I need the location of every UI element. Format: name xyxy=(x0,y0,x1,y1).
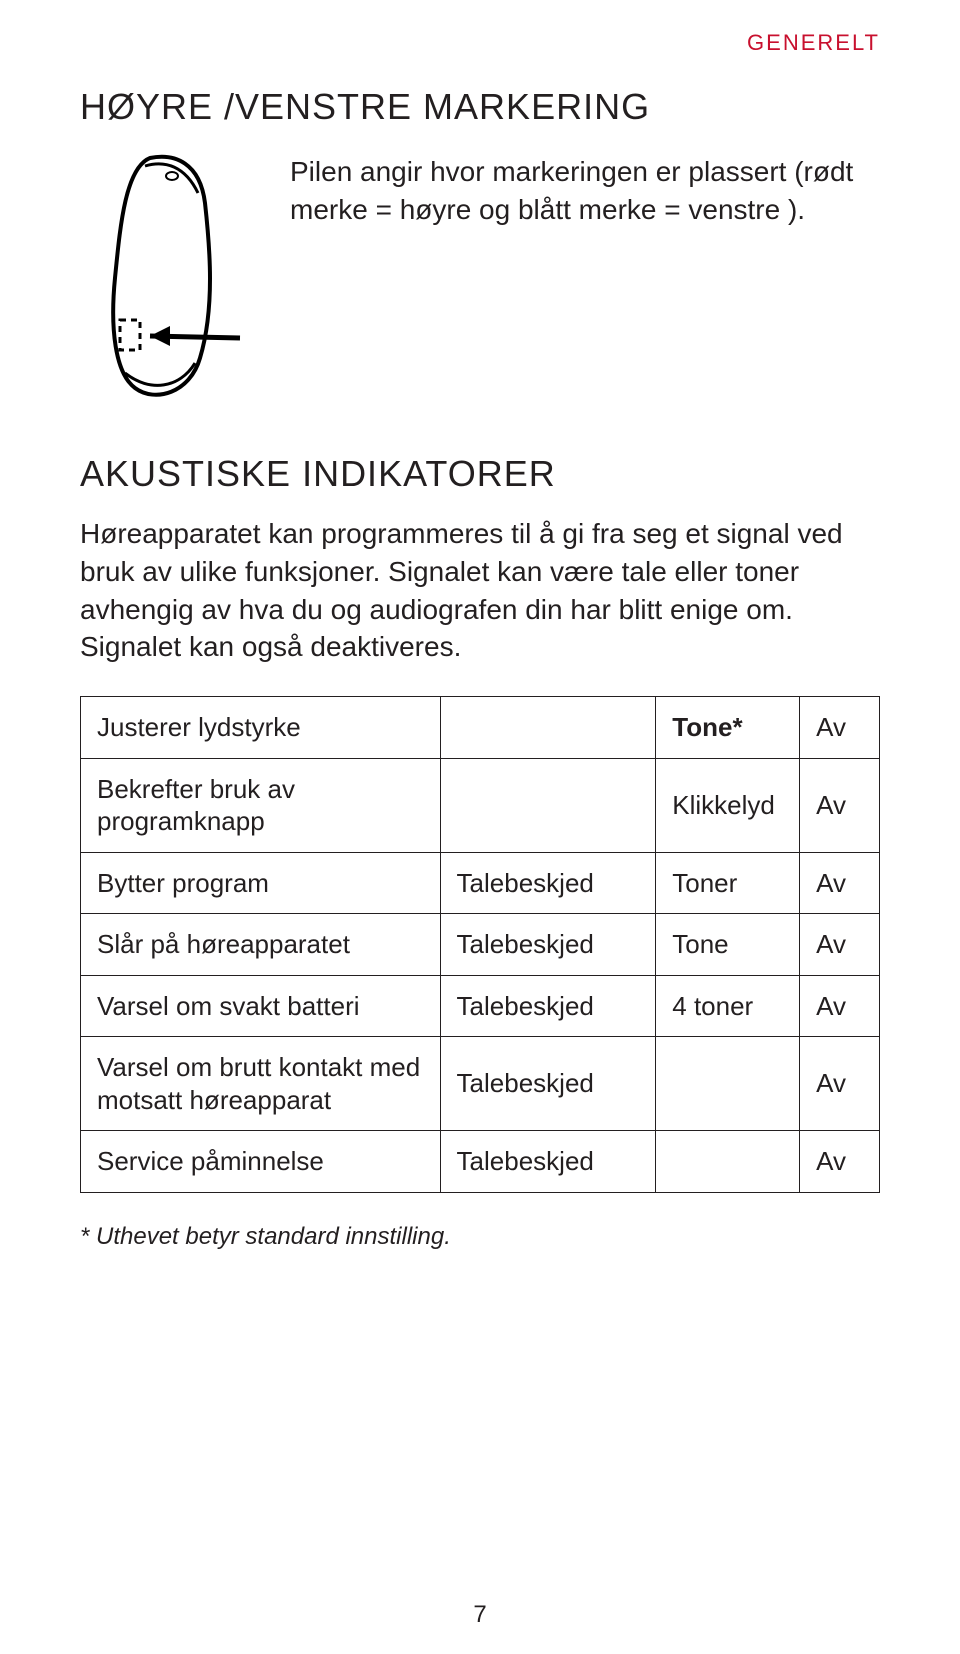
table-cell-speech xyxy=(440,697,656,759)
section1-title: HØYRE /VENSTRE MARKERING xyxy=(80,86,880,128)
table-row: Varsel om svakt batteriTalebeskjed4 tone… xyxy=(81,975,880,1037)
table-cell-off: Av xyxy=(800,758,880,852)
hearing-aid-illustration xyxy=(80,148,260,413)
table-cell-action: Slår på høreapparatet xyxy=(81,914,441,976)
table-cell-speech: Talebeskjed xyxy=(440,975,656,1037)
footnote: * Uthevet betyr standard innstilling. xyxy=(80,1223,880,1251)
table-cell-action: Service påminnelse xyxy=(81,1131,441,1193)
table-cell-tone: Tone* xyxy=(656,697,800,759)
page-number: 7 xyxy=(0,1601,960,1629)
section-label: GENERELT xyxy=(80,30,880,56)
table-cell-tone: Tone xyxy=(656,914,800,976)
table-cell-action: Justerer lydstyrke xyxy=(81,697,441,759)
table-cell-off: Av xyxy=(800,1037,880,1131)
section2: AKUSTISKE INDIKATORER Høreapparatet kan … xyxy=(80,453,880,1251)
table-cell-off: Av xyxy=(800,914,880,976)
indicator-table: Justerer lydstyrkeTone*AvBekrefter bruk … xyxy=(80,696,880,1193)
table-cell-speech: Talebeskjed xyxy=(440,1037,656,1131)
section2-title: AKUSTISKE INDIKATORER xyxy=(80,453,880,495)
table-cell-action: Varsel om svakt batteri xyxy=(81,975,441,1037)
table-cell-off: Av xyxy=(800,852,880,914)
table-row: Varsel om brutt kontakt med motsatt høre… xyxy=(81,1037,880,1131)
table-cell-tone: Toner xyxy=(656,852,800,914)
section1-text: Pilen angir hvor markeringen er plassert… xyxy=(290,148,880,413)
table-row: Justerer lydstyrke Tone*Av xyxy=(81,697,880,759)
table-cell-speech xyxy=(440,758,656,852)
table-row: Bytter programTalebeskjedTonerAv xyxy=(81,852,880,914)
table-cell-tone xyxy=(656,1131,800,1193)
section1-row: Pilen angir hvor markeringen er plassert… xyxy=(80,148,880,413)
table-row: Bekrefter bruk av programknapp KlikkelydA… xyxy=(81,758,880,852)
table-row: Service påminnelseTalebeskjed Av xyxy=(81,1131,880,1193)
table-cell-off: Av xyxy=(800,1131,880,1193)
table-cell-tone: 4 toner xyxy=(656,975,800,1037)
table-cell-off: Av xyxy=(800,975,880,1037)
table-cell-off: Av xyxy=(800,697,880,759)
table-cell-speech: Talebeskjed xyxy=(440,1131,656,1193)
table-cell-tone: Klikkelyd xyxy=(656,758,800,852)
table-cell-action: Bekrefter bruk av programknapp xyxy=(81,758,441,852)
table-row: Slår på høreapparatetTalebeskjedToneAv xyxy=(81,914,880,976)
table-cell-speech: Talebeskjed xyxy=(440,914,656,976)
table-cell-tone xyxy=(656,1037,800,1131)
table-cell-action: Varsel om brutt kontakt med motsatt høre… xyxy=(81,1037,441,1131)
table-cell-action: Bytter program xyxy=(81,852,441,914)
table-cell-speech: Talebeskjed xyxy=(440,852,656,914)
section2-text: Høreapparatet kan programmeres til å gi … xyxy=(80,515,880,666)
